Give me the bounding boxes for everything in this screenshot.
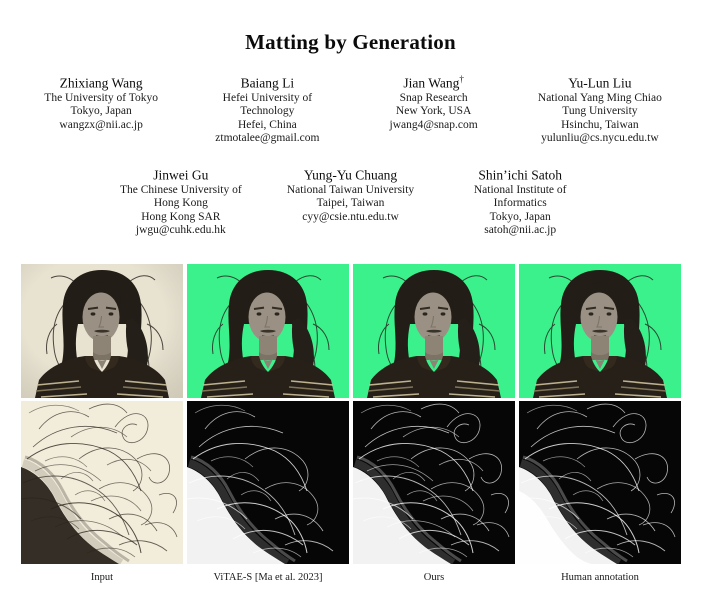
paper-title: Matting by Generation (245, 30, 456, 54)
author-affiliation-line: Hong Kong SAR (141, 210, 221, 223)
author-name: Jinwei Gu (100, 163, 262, 184)
author-affiliation-line: Tokyo, Japan (489, 210, 551, 223)
author-affiliation-line: yulunliu@cs.nycu.edu.tw (541, 132, 659, 145)
author-name: Shin’ichi Satoh (439, 163, 601, 184)
author-affiliation-line: wangzx@nii.ac.jp (59, 118, 143, 131)
author-name-text: Baiang Li (240, 75, 295, 91)
author-name-text: Jian Wang (403, 75, 460, 91)
author-affiliation-line: Taipei, Taiwan (316, 197, 385, 210)
author-affiliation-line: Snap Research (399, 91, 468, 104)
author-affiliation-line: Hefei, China (237, 118, 297, 131)
author-block: Shin’ichi Satoh National Institute of In… (435, 163, 605, 238)
vitae-matte-image (187, 401, 349, 564)
author-affiliation-line: Informatics (493, 197, 547, 210)
author-name-text: Yu-Lun Liu (568, 75, 632, 91)
author-block: Zhixiang Wang The University of Tokyo To… (18, 71, 184, 146)
vitae-composite-image (187, 264, 349, 398)
author-name-text: Jinwei Gu (153, 167, 209, 183)
author-block: Jian Wang† Snap Research New York, USA j… (351, 71, 517, 146)
input-crop-image (21, 401, 183, 564)
teaser-figure: Input ViTAE-S [Ma et al. 2023] Ours Huma… (21, 264, 681, 584)
author-affiliation-line: jwang4@snap.com (389, 118, 478, 131)
author-affiliation-line: Hong Kong (153, 197, 208, 210)
author-affil-mark: † (459, 74, 464, 84)
author-affiliation-line: National Taiwan University (286, 183, 415, 196)
ours-composite-image (353, 264, 515, 398)
author-row-1: Zhixiang Wang The University of Tokyo To… (18, 71, 683, 146)
author-affiliation-line: Technology (240, 105, 295, 118)
author-name-text: Yung-Yu Chuang (303, 167, 398, 183)
author-name: Zhixiang Wang (22, 71, 180, 92)
caption-vitae: ViTAE-S [Ma et al. 2023] (213, 572, 323, 583)
caption-ours: Ours (423, 572, 445, 583)
caption-input: Input (90, 572, 114, 583)
author-row-2: Jinwei Gu The Chinese University of Hong… (96, 163, 605, 238)
author-affiliation-line: Tokyo, Japan (70, 105, 132, 118)
caption-human: Human annotation (561, 572, 639, 583)
author-affiliation-line: ztmotalee@gmail.com (215, 132, 320, 145)
author-affiliation-line: The University of Tokyo (44, 91, 158, 104)
author-name: Yung-Yu Chuang (270, 163, 432, 184)
human-matte-image (519, 401, 681, 564)
human-composite-image (519, 264, 681, 398)
author-name-text: Zhixiang Wang (59, 75, 143, 91)
author-affiliation-line: Hefei University of (222, 91, 313, 104)
author-name-text: Shin’ichi Satoh (478, 167, 562, 183)
author-block: Yung-Yu Chuang National Taiwan Universit… (266, 163, 436, 238)
input-image (21, 264, 183, 398)
author-affiliation-line: Tung University (562, 105, 638, 118)
author-name: Jian Wang† (355, 71, 513, 92)
author-affiliation-line: National Yang Ming Chiao (537, 91, 662, 104)
author-affiliation-line: satoh@nii.ac.jp (484, 224, 557, 237)
author-affiliation-line: The Chinese University of (119, 183, 242, 196)
author-block: Jinwei Gu The Chinese University of Hong… (96, 163, 266, 238)
author-affiliation-line: cyy@csie.ntu.edu.tw (302, 210, 399, 223)
author-affiliation-line: New York, USA (395, 105, 472, 118)
author-block: Baiang Li Hefei University of Technology… (184, 71, 350, 146)
author-affiliation-line: National Institute of (473, 183, 567, 196)
author-affiliation-line: jwgu@cuhk.edu.hk (135, 224, 226, 237)
author-affiliation-line: Hsinchu, Taiwan (561, 118, 639, 131)
author-name: Yu-Lun Liu (521, 71, 679, 92)
ours-matte-image (353, 401, 515, 564)
author-name: Baiang Li (188, 71, 346, 92)
author-block: Yu-Lun Liu National Yang Ming Chiao Tung… (517, 71, 683, 146)
